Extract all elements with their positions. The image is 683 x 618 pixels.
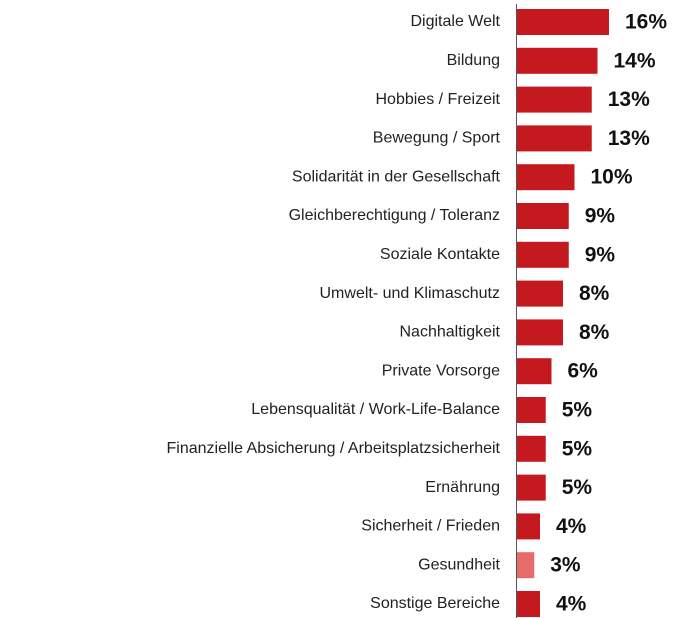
value-label: 4%	[556, 593, 587, 616]
value-label: 8%	[579, 321, 610, 344]
bar	[517, 435, 546, 462]
category-label: Umwelt- und Klimaschutz	[320, 285, 501, 302]
bar	[517, 474, 546, 501]
bar	[517, 280, 563, 307]
value-label: 16%	[625, 11, 667, 34]
value-label: 5%	[562, 437, 593, 460]
category-label: Gleichberechtigung / Toleranz	[289, 207, 500, 224]
value-label: 5%	[562, 399, 593, 422]
value-label: 14%	[614, 49, 656, 72]
value-label: 9%	[585, 205, 616, 228]
value-label: 5%	[562, 476, 593, 499]
category-label: Ernährung	[425, 479, 500, 496]
bar	[517, 203, 569, 229]
value-label: 13%	[608, 88, 650, 111]
value-label: 8%	[579, 282, 610, 305]
bar	[517, 591, 540, 617]
category-label: Bewegung / Sport	[373, 130, 501, 147]
category-label: Sicherheit / Frieden	[361, 518, 500, 535]
value-label: 10%	[591, 166, 633, 189]
bar	[517, 241, 569, 268]
category-label: Digitale Welt	[410, 13, 500, 30]
category-label: Hobbies / Freizeit	[376, 91, 501, 108]
value-label: 6%	[568, 360, 599, 383]
category-label: Finanzielle Absicherung / Arbeitsplatzsi…	[166, 440, 500, 457]
category-label: Solidarität in der Gesellschaft	[292, 168, 501, 185]
value-label: 9%	[585, 243, 616, 266]
bar	[517, 358, 552, 385]
category-label: Nachhaltigkeit	[400, 324, 501, 341]
bar	[517, 513, 540, 540]
category-label: Gesundheit	[418, 556, 500, 573]
category-label: Sonstige Bereiche	[370, 595, 500, 612]
bar	[517, 125, 592, 152]
bar	[517, 397, 546, 423]
bar	[517, 164, 575, 191]
bar	[517, 552, 535, 579]
category-label: Bildung	[447, 52, 500, 69]
value-label: 13%	[608, 127, 650, 150]
category-label: Private Vorsorge	[382, 362, 500, 379]
value-label: 4%	[556, 515, 587, 538]
category-label: Soziale Kontakte	[380, 246, 500, 263]
bar	[517, 47, 598, 74]
value-label: 3%	[550, 554, 581, 577]
category-label: Lebensqualität / Work-Life-Balance	[251, 401, 500, 418]
bar	[517, 319, 563, 346]
bar	[517, 86, 592, 113]
bar	[517, 9, 609, 35]
